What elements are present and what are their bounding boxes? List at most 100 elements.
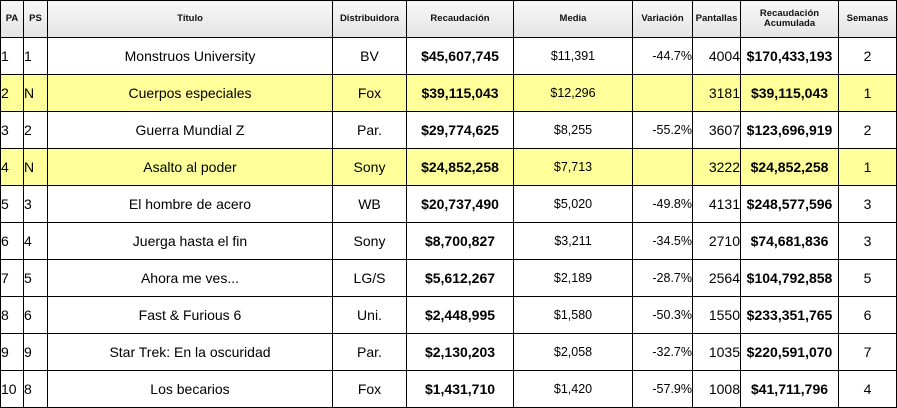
cell-ps: 5 — [23, 259, 48, 297]
cell-distribuidora: Sony — [332, 148, 407, 186]
table-body: 1 1 Monstruos University BV $45,607,745 $11,3… — [0, 37, 897, 408]
cell-recaudacion-acumulada: $233,351,765 — [740, 296, 839, 334]
table-row: 4 N Asalto al poder Sony $24,852,258 $7,713 32… — [0, 148, 897, 186]
cell-ps: N — [23, 74, 48, 112]
cell-distribuidora: Par. — [332, 333, 407, 371]
cell-pa: 3 — [0, 111, 24, 149]
cell-variacion: -32.7% — [632, 333, 693, 371]
cell-pantallas: 4004 — [692, 37, 741, 75]
table-row: 8 6 Fast & Furious 6 Uni. $2,448,995 $1,580 -5… — [0, 296, 897, 334]
cell-media: $1,580 — [513, 296, 633, 334]
cell-titulo: Cuerpos especiales — [47, 74, 333, 112]
cell-pa: 6 — [0, 222, 24, 260]
cell-pa: 8 — [0, 296, 24, 334]
cell-recaudacion: $29,774,625 — [406, 111, 514, 149]
cell-media: $2,189 — [513, 259, 633, 297]
header-pantallas: Pantallas — [692, 0, 741, 38]
cell-variacion: -55.2% — [632, 111, 693, 149]
cell-pa: 2 — [0, 74, 24, 112]
cell-recaudacion-acumulada: $24,852,258 — [740, 148, 839, 186]
cell-variacion: -28.7% — [632, 259, 693, 297]
header-variacion: Variación — [632, 0, 693, 38]
cell-distribuidora: Uni. — [332, 296, 407, 334]
cell-distribuidora: LG/S — [332, 259, 407, 297]
cell-ps: 2 — [23, 111, 48, 149]
cell-recaudacion: $1,431,710 — [406, 370, 514, 408]
header-pa: PA — [0, 0, 24, 38]
header-media: Media — [513, 0, 633, 38]
cell-ps: 3 — [23, 185, 48, 223]
cell-titulo: Juerga hasta el fin — [47, 222, 333, 260]
table-row: 5 3 El hombre de acero WB $20,737,490 $5,020-… — [0, 185, 897, 223]
cell-media: $8,255 — [513, 111, 633, 149]
cell-ps: 6 — [23, 296, 48, 334]
cell-recaudacion-acumulada: $123,696,919 — [740, 111, 839, 149]
cell-recaudacion-acumulada: $41,711,796 — [740, 370, 839, 408]
cell-titulo: Asalto al poder — [47, 148, 333, 186]
cell-variacion: -34.5% — [632, 222, 693, 260]
cell-distribuidora: Fox — [332, 74, 407, 112]
cell-pantallas: 2564 — [692, 259, 741, 297]
table-row: 9 9 Star Trek: En la oscuridad Par. $2,130,2… — [0, 333, 897, 371]
cell-variacion: -50.3% — [632, 296, 693, 334]
cell-recaudacion-acumulada: $104,792,858 — [740, 259, 839, 297]
table-row: 10 8 Los becarios Fox $1,431,710 $1,420 -57.9%… — [0, 370, 897, 408]
cell-ps: N — [23, 148, 48, 186]
table-row: 1 1 Monstruos University BV $45,607,745 $11,3… — [0, 37, 897, 75]
header-acumulada-line1: Recaudación — [759, 8, 820, 19]
table-row: 3 2 Guerra Mundial Z Par. $29,774,625 $8,255-… — [0, 111, 897, 149]
cell-titulo: Fast & Furious 6 — [47, 296, 333, 334]
cell-variacion — [632, 74, 693, 112]
cell-semanas: 2 — [838, 37, 897, 75]
header-ps: PS — [23, 0, 48, 38]
cell-recaudacion: $20,737,490 — [406, 185, 514, 223]
cell-pa: 1 — [0, 37, 24, 75]
cell-pantallas: 3607 — [692, 111, 741, 149]
cell-ps: 8 — [23, 370, 48, 408]
header-titulo: Título — [47, 0, 333, 38]
cell-semanas: 2 — [838, 111, 897, 149]
cell-pantallas: 3181 — [692, 74, 741, 112]
cell-pa: 4 — [0, 148, 24, 186]
cell-distribuidora: Sony — [332, 222, 407, 260]
table-row: 2 N Cuerpos especiales Fox $39,115,043 $12,29… — [0, 74, 897, 112]
cell-semanas: 6 — [838, 296, 897, 334]
cell-recaudacion: $2,130,203 — [406, 333, 514, 371]
cell-semanas: 1 — [838, 148, 897, 186]
cell-recaudacion: $39,115,043 — [406, 74, 514, 112]
cell-media: $5,020 — [513, 185, 633, 223]
cell-titulo: Los becarios — [47, 370, 333, 408]
header-recaudacion-acumulada: Recaudación Acumulada — [740, 0, 839, 38]
cell-variacion: -44.7% — [632, 37, 693, 75]
header-semanas: Semanas — [838, 0, 897, 38]
cell-recaudacion: $8,700,827 — [406, 222, 514, 260]
cell-pa: 10 — [0, 370, 24, 408]
cell-recaudacion: $24,852,258 — [406, 148, 514, 186]
cell-media: $7,713 — [513, 148, 633, 186]
cell-ps: 1 — [23, 37, 48, 75]
cell-variacion — [632, 148, 693, 186]
cell-recaudacion: $45,607,745 — [406, 37, 514, 75]
cell-recaudacion: $2,448,995 — [406, 296, 514, 334]
cell-semanas: 5 — [838, 259, 897, 297]
cell-semanas: 4 — [838, 370, 897, 408]
cell-recaudacion-acumulada: $248,577,596 — [740, 185, 839, 223]
cell-distribuidora: BV — [332, 37, 407, 75]
cell-media: $12,296 — [513, 74, 633, 112]
cell-semanas: 1 — [838, 74, 897, 112]
cell-pantallas: 1035 — [692, 333, 741, 371]
cell-recaudacion-acumulada: $220,591,070 — [740, 333, 839, 371]
cell-pantallas: 3222 — [692, 148, 741, 186]
cell-titulo: Guerra Mundial Z — [47, 111, 333, 149]
header-recaudacion: Recaudación — [406, 0, 514, 38]
cell-media: $1,420 — [513, 370, 633, 408]
cell-semanas: 3 — [838, 222, 897, 260]
cell-titulo: Monstruos University — [47, 37, 333, 75]
cell-recaudacion-acumulada: $170,433,193 — [740, 37, 839, 75]
cell-recaudacion: $5,612,267 — [406, 259, 514, 297]
cell-distribuidora: Par. — [332, 111, 407, 149]
cell-pantallas: 4131 — [692, 185, 741, 223]
cell-pa: 7 — [0, 259, 24, 297]
header-acumulada-line2: Acumulada — [763, 18, 816, 29]
